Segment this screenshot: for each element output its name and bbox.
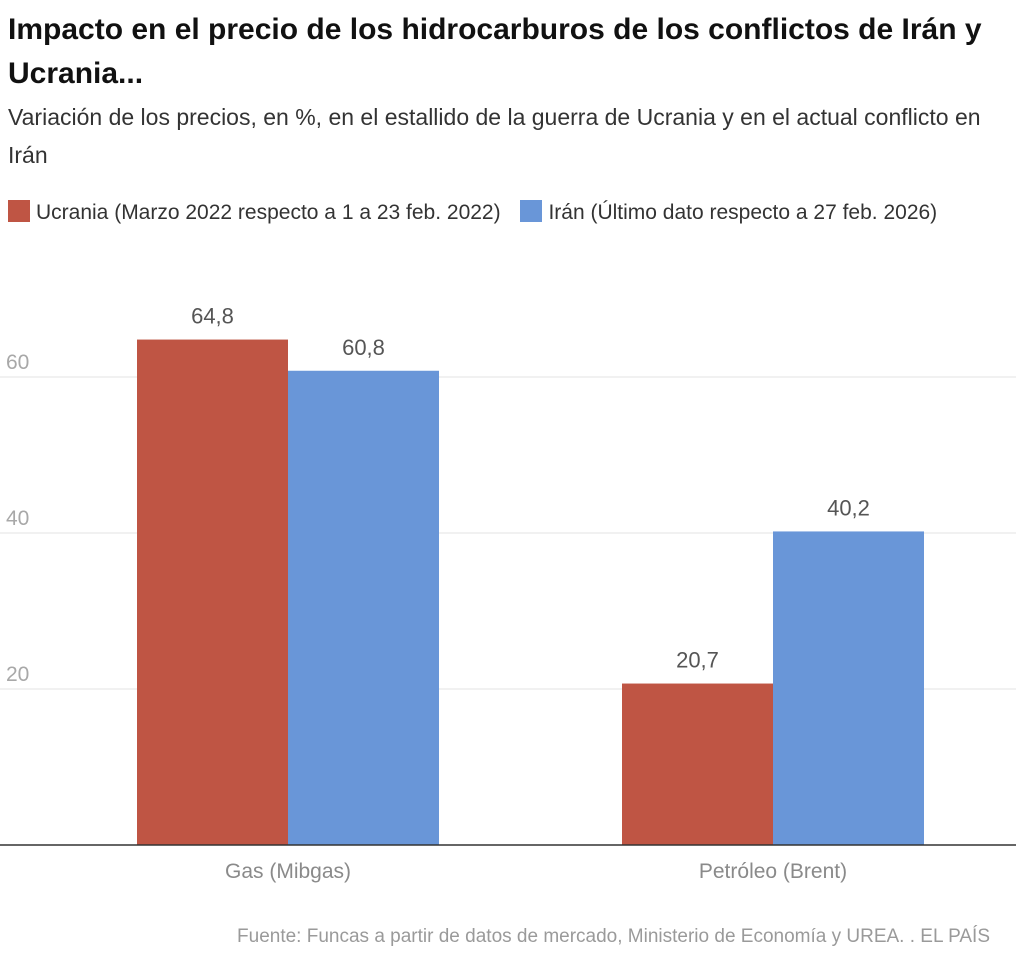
legend-item-iran: Irán (Último dato respecto a 27 feb. 202… [520, 200, 938, 224]
chart-title: Impacto en el precio de los hidrocarburo… [8, 13, 982, 90]
bar-iran-0 [288, 370, 439, 845]
legend-swatch-ucrania [8, 200, 30, 222]
data-label: 40,2 [827, 495, 870, 520]
y-tick-label: 40 [6, 507, 29, 530]
x-tick-label: Gas (Mibgas) [225, 860, 351, 883]
bar-ucrania-0 [137, 339, 288, 845]
legend-label-iran: Irán (Último dato respecto a 27 feb. 202… [548, 201, 938, 224]
y-tick-label: 60 [6, 351, 29, 374]
data-labels: 64,8 20,7 60,8 40,2 [191, 304, 870, 673]
legend: Ucrania (Marzo 2022 respecto a 1 a 23 fe… [8, 195, 1013, 231]
bar-iran-1 [773, 531, 924, 845]
chart-subtitle: Variación de los precios, en %, en el es… [8, 104, 981, 168]
data-label: 60,8 [342, 335, 385, 360]
data-label: 64,8 [191, 304, 234, 329]
source-note: Fuente: Funcas a partir de datos de merc… [237, 926, 990, 947]
bar-chart: 20 40 60 64,8 20,7 60,8 40,2 Gas (Mibgas) Petr… [0, 304, 1016, 883]
legend-swatch-iran [520, 200, 543, 222]
bars [137, 339, 924, 845]
data-label: 20,7 [676, 648, 719, 673]
legend-item-ucrania: Ucrania (Marzo 2022 respecto a 1 a 23 fe… [8, 200, 501, 224]
bar-ucrania-1 [622, 683, 773, 845]
x-axis-tick-labels: Gas (Mibgas) Petróleo (Brent) [225, 860, 847, 883]
legend-label-ucrania: Ucrania (Marzo 2022 respecto a 1 a 23 fe… [36, 201, 501, 224]
x-tick-label: Petróleo (Brent) [699, 860, 847, 883]
y-tick-label: 20 [6, 663, 29, 686]
y-axis-tick-labels: 20 40 60 [6, 351, 29, 686]
